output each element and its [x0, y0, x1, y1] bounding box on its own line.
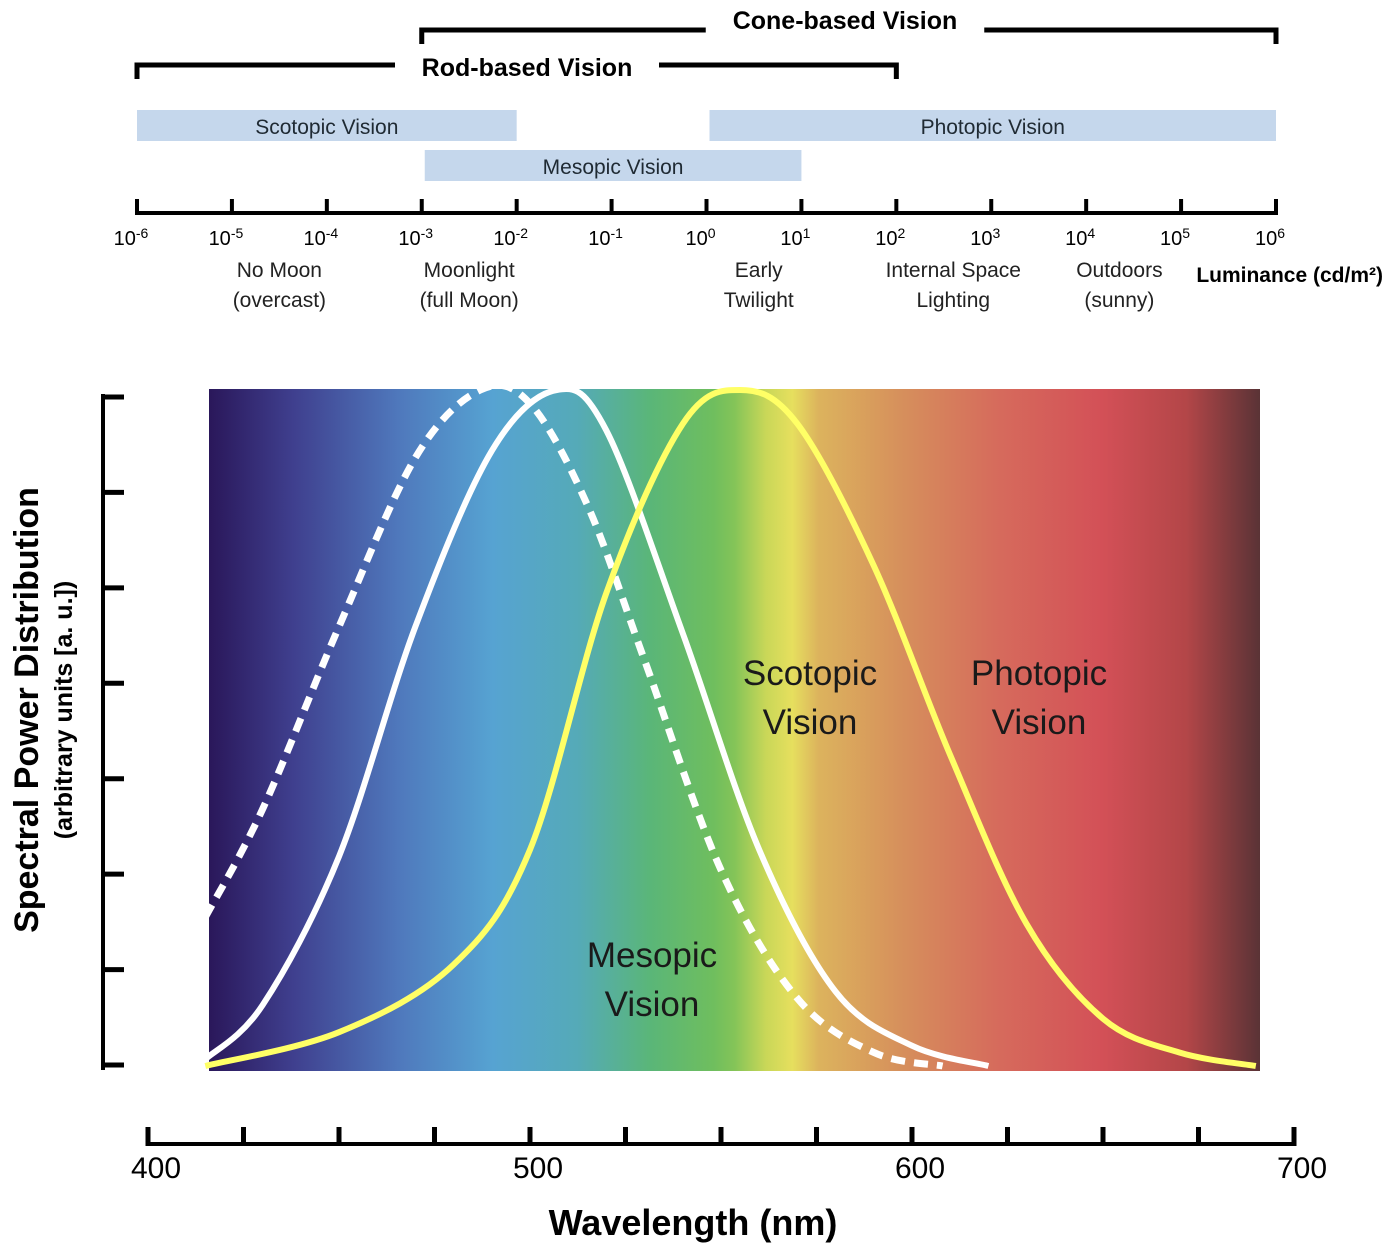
luminance-tick-label: 100 — [685, 225, 715, 250]
luminance-tick-label: 10-4 — [303, 225, 338, 250]
annotation-internal-space-line1: Internal Space — [886, 259, 1021, 282]
luminance-annotations: No Moon (overcast) Moonlight (full Moon) Ear… — [233, 259, 1163, 312]
annotation-moonlight-line2: (full Moon) — [420, 289, 519, 312]
scotopic-label-line2: Vision — [763, 703, 858, 742]
luminance-tick-labels: 10-6 10-5 10-4 10-3 10-2 10-1 100 101 102 103 104 1… — [114, 225, 1286, 250]
luminance-tick-label: 10-2 — [493, 225, 528, 250]
luminance-tick-label: 10-5 — [209, 225, 244, 250]
annotation-outdoors-line2: (sunny) — [1084, 289, 1154, 312]
x-axis-tick-label: 600 — [895, 1152, 945, 1185]
mesopic-label-line2: Vision — [605, 985, 700, 1024]
luminance-tick-label: 10-3 — [398, 225, 433, 250]
scotopic-curve-label: Scotopic Vision — [743, 654, 877, 742]
spectral-panel: Spectral Power Distribution (arbitrary u… — [8, 381, 1327, 1243]
y-axis-label: Spectral Power Distribution — [8, 487, 46, 933]
luminance-axis: 10-6 10-5 10-4 10-3 10-2 10-1 100 101 102 103 104 1… — [114, 199, 1383, 287]
x-axis-tick-label: 500 — [513, 1152, 563, 1185]
bracket-cone-based-vision-label: Cone-based Vision — [733, 7, 958, 35]
band-mesopic-vision — [424, 150, 802, 181]
annotation-no-moon-line1: No Moon — [237, 259, 322, 282]
luminance-tick-label: 104 — [1065, 225, 1095, 250]
annotation-no-moon-line2: (overcast) — [233, 289, 326, 312]
x-axis-label: Wavelength (nm) — [549, 1202, 838, 1243]
luminance-tick-label: 105 — [1160, 225, 1190, 250]
sensitivity-curves — [202, 381, 1257, 1070]
x-axis-tick-labels: 400 500 600 700 — [131, 1152, 1327, 1185]
luminance-tick-label: 106 — [1255, 225, 1285, 250]
series-line-photopic-vision — [204, 387, 1257, 1069]
photopic-label-line2: Vision — [992, 703, 1087, 742]
scotopic-label-line1: Scotopic — [743, 654, 877, 693]
y-axis-ticks — [101, 394, 124, 1068]
luminance-tick-label: 102 — [875, 225, 905, 250]
bracket-rod-based-vision-right-line — [659, 62, 899, 79]
annotation-early-line1: Early — [735, 259, 783, 282]
annotation-internal-space-line2: Lighting — [917, 289, 991, 312]
annotation-moonlight-line1: Moonlight — [424, 259, 515, 282]
bracket-cone-based-vision-left-line — [419, 27, 706, 44]
bracket-cone-based-vision-right-line — [984, 27, 1279, 44]
band-photopic-vision — [709, 110, 1276, 141]
band-scotopic-vision — [137, 110, 517, 141]
luminance-panel: Cone-based Vision Rod-based Vision Scotop… — [114, 7, 1383, 312]
spectrum-background — [209, 389, 1260, 1071]
y-axis-sublabel: (arbitrary units [a. u.]) — [50, 581, 78, 839]
bracket-rod-based-vision-left-line — [134, 62, 395, 79]
luminance-ticks — [135, 199, 1278, 215]
mesopic-curve-label: Mesopic Vision — [587, 936, 717, 1024]
series-line-scotopic-vision — [203, 386, 990, 1069]
photopic-label-line1: Photopic — [971, 654, 1107, 693]
luminance-tick-label: 101 — [780, 225, 810, 250]
luminance-tick-label: 103 — [970, 225, 1000, 250]
vision-brackets: Cone-based Vision Rod-based Vision — [134, 7, 1279, 82]
x-axis-tick-label: 700 — [1277, 1152, 1327, 1185]
annotation-outdoors-line1: Outdoors — [1076, 259, 1162, 282]
luminance-tick-label: 10-6 — [114, 225, 149, 250]
x-axis-ticks — [145, 1127, 1297, 1146]
mesopic-label-line1: Mesopic — [587, 936, 717, 975]
band-scotopic-vision-label: Scotopic Vision — [255, 116, 398, 139]
photopic-curve-label: Photopic Vision — [971, 654, 1107, 742]
x-axis-tick-label: 400 — [131, 1152, 181, 1185]
bracket-rod-based-vision-label: Rod-based Vision — [422, 54, 633, 82]
series-line-mesopic-vision — [202, 381, 944, 1070]
vision-bands: Scotopic Vision Mesopic Vision Photopic Vi… — [137, 110, 1276, 181]
band-photopic-vision-label: Photopic Vision — [921, 116, 1065, 139]
luminance-tick-label: 10-1 — [588, 225, 623, 250]
band-mesopic-vision-label: Mesopic Vision — [543, 156, 684, 179]
luminance-axis-label: Luminance (cd/m²) — [1196, 264, 1383, 287]
annotation-early-line2: Twilight — [724, 289, 794, 312]
